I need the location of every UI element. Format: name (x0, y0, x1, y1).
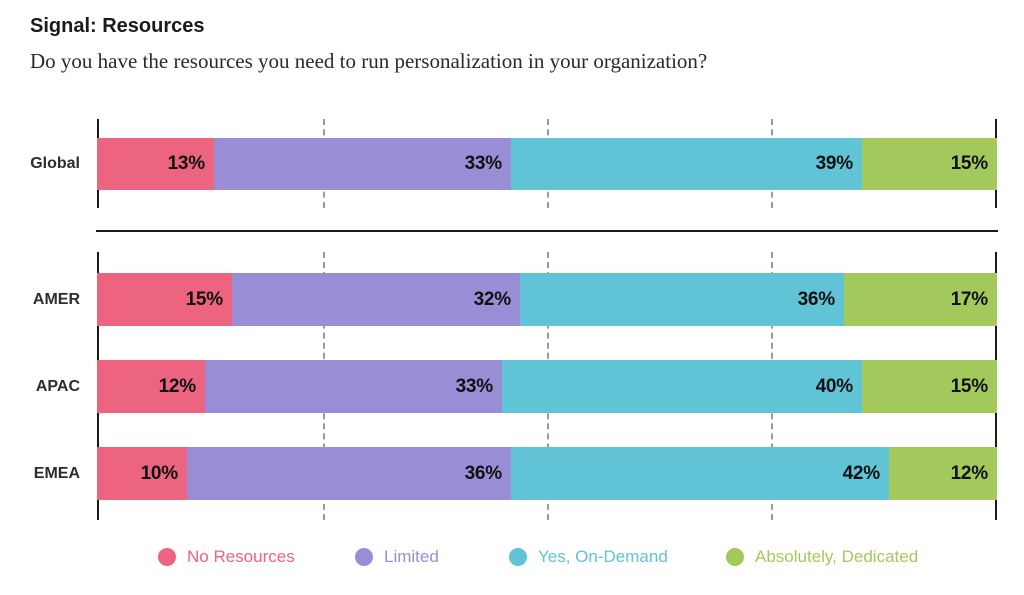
bar-segment-yes-on-demand: 40% (502, 360, 862, 413)
bar-segment-yes-on-demand: 36% (520, 273, 844, 326)
value-label: 40% (815, 375, 854, 397)
value-label: 13% (167, 152, 206, 174)
legend-swatch (355, 548, 373, 566)
stacked-bar: 12% 33% 40% 15% (97, 360, 997, 413)
stacked-bar: 10% 36% 42% 12% (97, 447, 997, 500)
bar-segment-yes-on-demand: 42% (511, 447, 889, 500)
bar-segment-absolutely-dedicated: 12% (889, 447, 997, 500)
chart-separator (96, 230, 998, 232)
bar-segment-absolutely-dedicated: 15% (862, 137, 997, 190)
legend-item-absolutely-dedicated: Absolutely, Dedicated (726, 543, 918, 571)
value-label: 10% (140, 462, 179, 484)
bar-segment-limited: 36% (187, 447, 511, 500)
value-label: 12% (158, 375, 197, 397)
stacked-bar: 13% 33% 39% 15% (97, 137, 997, 190)
bar-segment-no-resources: 15% (97, 273, 232, 326)
value-label: 15% (185, 288, 224, 310)
legend-label: No Resources (187, 547, 295, 566)
bar-segment-limited: 32% (232, 273, 520, 326)
bar-segment-no-resources: 10% (97, 447, 187, 500)
chart-rows: AMER 15% 32% 36% 17% APAC 12% 33% 40% 15% EMEA 10% 3… (0, 252, 1024, 520)
value-label: 32% (473, 288, 512, 310)
bar-segment-absolutely-dedicated: 17% (844, 273, 997, 326)
chart-global: Global 13% 33% 39% 15% (0, 119, 1024, 208)
value-label: 36% (797, 288, 836, 310)
legend-label: Limited (384, 547, 439, 566)
value-label: 33% (455, 375, 494, 397)
chart-rows: Global 13% 33% 39% 15% (0, 119, 1024, 208)
chart-legend: No Resources Limited Yes, On-Demand Absolut… (0, 543, 1024, 571)
chart-regions: AMER 15% 32% 36% 17% APAC 12% 33% 40% 15% EMEA 10% 3… (0, 252, 1024, 520)
category-label: EMEA (33, 464, 80, 482)
legend-swatch (509, 548, 527, 566)
bar-segment-no-resources: 13% (97, 137, 214, 190)
category-label: Global (30, 154, 80, 172)
legend-swatch (158, 548, 176, 566)
chart-row-emea: EMEA 10% 36% 42% 12% (0, 447, 1024, 500)
value-label: 39% (815, 152, 854, 174)
survey-question: Do you have the resources you need to ru… (30, 49, 708, 73)
legend-swatch (726, 548, 744, 566)
value-label: 17% (950, 288, 989, 310)
bar-segment-limited: 33% (214, 137, 511, 190)
value-label: 15% (950, 375, 989, 397)
value-label: 12% (950, 462, 989, 484)
chart-row-global: Global 13% 33% 39% 15% (0, 137, 1024, 190)
legend-item-no-resources: No Resources (158, 543, 295, 571)
value-label: 33% (464, 152, 503, 174)
category-label: APAC (35, 377, 80, 395)
chart-row-amer: AMER 15% 32% 36% 17% (0, 273, 1024, 326)
bar-segment-yes-on-demand: 39% (511, 137, 862, 190)
bar-segment-limited: 33% (205, 360, 502, 413)
bar-segment-absolutely-dedicated: 15% (862, 360, 997, 413)
category-label: AMER (32, 290, 80, 308)
page-title: Signal: Resources (30, 15, 205, 37)
bar-segment-no-resources: 12% (97, 360, 205, 413)
legend-label: Absolutely, Dedicated (755, 547, 919, 566)
chart-row-apac: APAC 12% 33% 40% 15% (0, 360, 1024, 413)
legend-item-yes-on-demand: Yes, On-Demand (509, 543, 668, 571)
value-label: 36% (464, 462, 503, 484)
value-label: 15% (950, 152, 989, 174)
legend-item-limited: Limited (355, 543, 439, 571)
value-label: 42% (842, 462, 881, 484)
stacked-bar: 15% 32% 36% 17% (97, 273, 997, 326)
legend-label: Yes, On-Demand (538, 547, 668, 566)
